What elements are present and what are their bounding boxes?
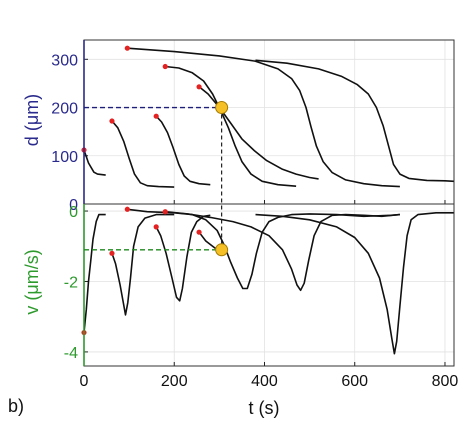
bottom-series-line-7 (255, 212, 454, 355)
bottom-y-tick-label-0: 0 (69, 204, 78, 221)
top-series-line-7 (255, 59, 455, 183)
x-tick-label-200: 200 (161, 373, 188, 390)
panel-label: b) (8, 396, 24, 416)
top-series-line-2 (111, 120, 175, 188)
x-tick-label-800: 800 (432, 373, 459, 390)
bottom-y-axis-label: v (μm/s) (22, 249, 42, 314)
top-y-tick-label-100: 100 (51, 149, 78, 166)
bottom-start-marker-3 (153, 224, 159, 230)
bottom-series-line-2 (111, 213, 175, 316)
top-series-line-5 (198, 86, 319, 180)
top-y-tick-label-200: 200 (51, 101, 78, 118)
bottom-y-tick-label--4: -4 (64, 345, 78, 362)
bottom-start-marker-2 (109, 250, 115, 256)
bottom-series-line-1 (83, 213, 106, 333)
bottom-series-line-5 (165, 210, 400, 292)
top-series-line-3 (155, 115, 211, 186)
bottom-panel: 0-2-40 200 400 600 800 (64, 203, 459, 390)
bottom-start-marker-6 (196, 229, 202, 235)
bottom-y-tick-label--2: -2 (64, 274, 78, 291)
x-axis-label: t (s) (249, 398, 280, 418)
top-start-marker-4 (162, 63, 168, 70)
top-y-axis-label: d (μm) (22, 94, 42, 146)
top-y-tick-label-300: 300 (51, 52, 78, 69)
top-panel: 0 100 200 300 (51, 39, 455, 214)
x-tick-label-600: 600 (341, 373, 368, 390)
top-plot-area (84, 40, 454, 204)
top-start-marker-5 (196, 84, 202, 90)
top-series-line-1 (83, 149, 106, 176)
top-start-marker-6 (124, 45, 130, 51)
top-series-line-4 (165, 65, 297, 187)
x-tick-label-0: 0 (80, 373, 89, 390)
top-y-tick-label-0: 0 (69, 197, 78, 214)
top-start-marker-3 (153, 113, 159, 119)
bottom-highlight-point (215, 243, 229, 257)
bottom-plot-area (84, 204, 454, 366)
bottom-start-marker-5 (162, 209, 168, 215)
top-start-marker-2 (109, 118, 115, 124)
x-tick-label-400: 400 (251, 373, 278, 390)
top-series-line-6 (127, 47, 400, 188)
guide-lines (84, 101, 229, 257)
top-highlight-point (215, 101, 229, 115)
bottom-start-marker-4 (124, 206, 130, 212)
bottom-series-line-4 (127, 208, 400, 290)
